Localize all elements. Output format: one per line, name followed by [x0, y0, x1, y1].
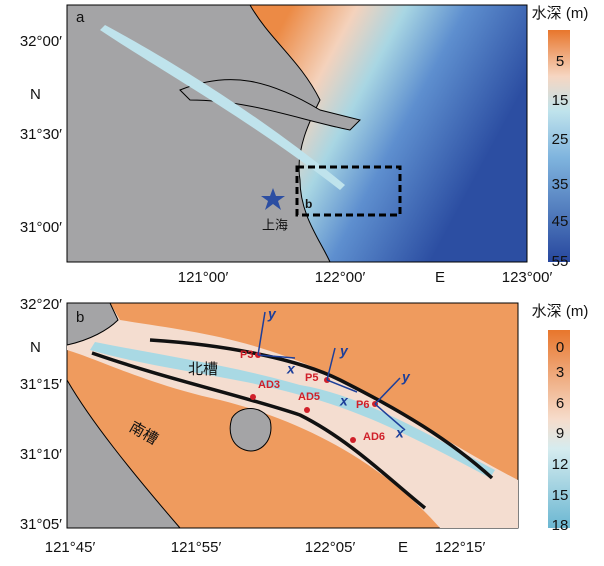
- colorbar-tick-label: 55: [552, 253, 569, 270]
- station-label: P6: [356, 399, 369, 411]
- colorbar-tick-label: 15: [552, 92, 569, 109]
- x-tick-label: 121°45′: [45, 539, 96, 556]
- vector-label: x: [286, 361, 296, 377]
- station-label: P5: [305, 372, 318, 384]
- vector-label: y: [339, 343, 349, 359]
- colorbar-tick-label: 45: [552, 213, 569, 230]
- y-axis-label: N: [30, 86, 41, 103]
- x-tick-label: 122°00′: [315, 269, 366, 286]
- panel-a: b 上海 a N E 水深 (m): [30, 4, 589, 286]
- vector-label: x: [395, 425, 405, 441]
- colorbar-tick-label: 0: [556, 339, 564, 356]
- vector-label: y: [401, 369, 411, 385]
- colorbar-tick-label: 25: [552, 131, 569, 148]
- x-tick-label: 121°55′: [171, 539, 222, 556]
- vector-label: x: [339, 393, 349, 409]
- colorbar: [548, 30, 570, 262]
- land: [66, 302, 119, 346]
- colorbar-tick-label: 15: [552, 487, 569, 504]
- y-tick-label: 31°30′: [20, 126, 62, 143]
- channel-label: 北槽: [188, 361, 218, 378]
- y-tick-label: 31°00′: [20, 219, 62, 236]
- colorbar-tick-label: 35: [552, 176, 569, 193]
- x-tick-label: 121°00′: [178, 269, 229, 286]
- vector-label: y: [267, 306, 277, 322]
- land: [66, 378, 182, 529]
- colorbar-tick-label: 6: [556, 395, 564, 412]
- x-tick-label: 122°05′: [305, 539, 356, 556]
- channel: [100, 25, 345, 190]
- box-label: b: [305, 197, 312, 211]
- panel-b: b N E 北槽 南槽 P3 P5 P6 AD3 AD5 AD6 x x x y…: [30, 302, 589, 556]
- y-tick-label: 31°10′: [20, 446, 62, 463]
- star: [261, 188, 285, 210]
- colorbar-tick-label: 12: [552, 456, 569, 473]
- station-label: AD3: [258, 379, 280, 391]
- island: [229, 408, 272, 452]
- panel-label: a: [76, 9, 85, 26]
- y-tick-label: 31°05′: [20, 516, 62, 533]
- station-label: AD6: [363, 431, 385, 443]
- station-label: AD5: [298, 391, 320, 403]
- y-tick-label: 32°20′: [20, 296, 62, 313]
- x-axis-label: E: [435, 269, 445, 286]
- colorbar-title: 水深 (m): [532, 303, 589, 320]
- vectors: [257, 311, 406, 431]
- y-tick-label: 31°15′: [20, 376, 62, 393]
- inset-box: [295, 165, 402, 217]
- y-tick-label: 32°00′: [20, 33, 62, 50]
- colorbar: [548, 330, 570, 528]
- island: [179, 79, 361, 131]
- x-tick-label: 123°00′: [502, 269, 553, 286]
- y-axis-label: N: [30, 339, 41, 356]
- place-label: 上海: [262, 217, 288, 232]
- colorbar-title: 水深 (m): [532, 5, 589, 22]
- channel: [90, 342, 495, 478]
- panel-label: b: [76, 309, 84, 326]
- north-jetty: [149, 338, 494, 480]
- colorbar-tick-label: 9: [556, 425, 564, 442]
- station-label: P3: [240, 349, 253, 361]
- south-jetty: [91, 351, 427, 510]
- colorbar-tick-label: 18: [552, 517, 569, 534]
- colorbar-tick-label: 3: [556, 364, 564, 381]
- colorbar-tick-label: 5: [556, 53, 564, 70]
- x-axis-label: E: [398, 539, 408, 556]
- x-tick-label: 122°15′: [435, 539, 486, 556]
